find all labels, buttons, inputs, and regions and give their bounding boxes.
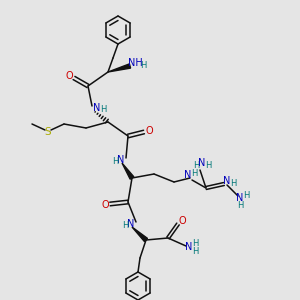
Text: N: N xyxy=(93,103,101,113)
Text: H: H xyxy=(122,221,128,230)
Polygon shape xyxy=(108,64,130,72)
Text: O: O xyxy=(101,200,109,210)
Text: H: H xyxy=(191,169,197,178)
Text: N: N xyxy=(185,242,193,252)
Text: H: H xyxy=(230,178,236,188)
Text: NH: NH xyxy=(128,58,142,68)
Text: H: H xyxy=(192,248,198,256)
Text: N: N xyxy=(127,219,135,229)
Text: H: H xyxy=(243,191,249,200)
Text: N: N xyxy=(223,176,231,186)
Text: N: N xyxy=(236,193,244,203)
Text: H: H xyxy=(192,239,198,248)
Text: N: N xyxy=(198,158,206,168)
Text: H: H xyxy=(112,158,118,166)
Text: N: N xyxy=(184,170,192,180)
Text: H: H xyxy=(140,61,146,70)
Text: H: H xyxy=(205,160,211,169)
Polygon shape xyxy=(132,227,148,242)
Text: H: H xyxy=(100,106,106,115)
Polygon shape xyxy=(122,163,134,179)
Text: N: N xyxy=(117,155,125,165)
Text: O: O xyxy=(145,126,153,136)
Text: H: H xyxy=(237,200,243,209)
Text: S: S xyxy=(45,127,51,137)
Text: H: H xyxy=(193,160,199,169)
Text: O: O xyxy=(178,216,186,226)
Text: O: O xyxy=(65,71,73,81)
